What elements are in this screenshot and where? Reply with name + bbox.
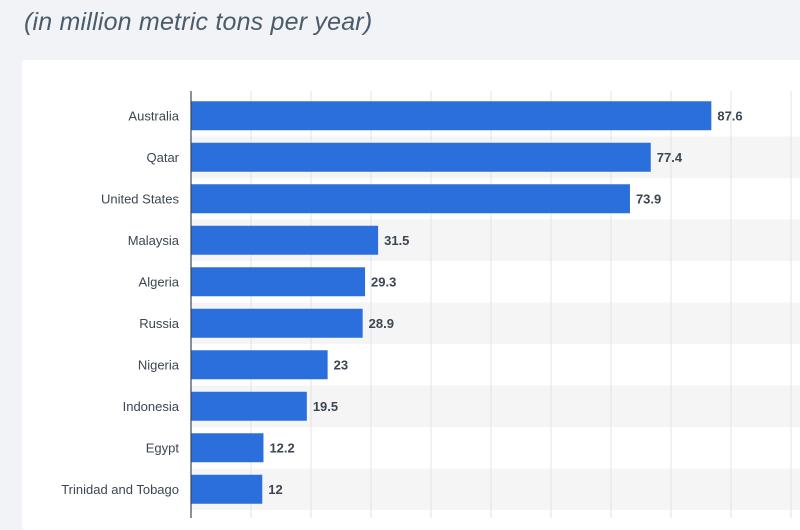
category-label: Egypt: [146, 440, 180, 455]
bar-indonesia: [191, 391, 307, 421]
category-label: Australia: [128, 108, 179, 123]
category-label: Russia: [139, 316, 180, 331]
category-label: United States: [101, 191, 180, 206]
value-label: 19.5: [313, 399, 338, 414]
bar-egypt: [191, 433, 264, 463]
bar-russia: [191, 308, 363, 338]
category-label: Nigeria: [138, 357, 180, 372]
value-label: 23: [334, 357, 348, 372]
bar-nigeria: [191, 350, 328, 380]
chart-subtitle: (in million metric tons per year): [24, 8, 373, 36]
category-label: Malaysia: [128, 233, 180, 248]
value-label: 12.2: [269, 440, 294, 455]
value-label: 12: [268, 482, 282, 497]
bar-united-states: [191, 184, 630, 214]
bar-trinidad-and-tobago: [191, 474, 263, 504]
bar-malaysia: [191, 225, 379, 255]
row-stripe: [191, 468, 800, 510]
value-label: 73.9: [636, 191, 661, 206]
category-label: Trinidad and Tobago: [61, 482, 179, 497]
value-label: 29.3: [371, 274, 396, 289]
category-label: Algeria: [139, 274, 180, 289]
value-label: 87.6: [717, 108, 742, 123]
value-label: 28.9: [369, 316, 394, 331]
bar-qatar: [191, 142, 651, 172]
value-label: 77.4: [657, 150, 683, 165]
value-label: 31.5: [384, 233, 409, 248]
category-label: Indonesia: [123, 399, 180, 414]
bar-australia: [191, 101, 712, 131]
bar-chart: Australia 87.6 Qatar 77.4 United States 73.9 M…: [61, 91, 800, 518]
category-label: Qatar: [146, 150, 179, 165]
chart-card: Australia 87.6 Qatar 77.4 United States 73.9 M…: [22, 60, 800, 530]
bar-algeria: [191, 267, 366, 297]
